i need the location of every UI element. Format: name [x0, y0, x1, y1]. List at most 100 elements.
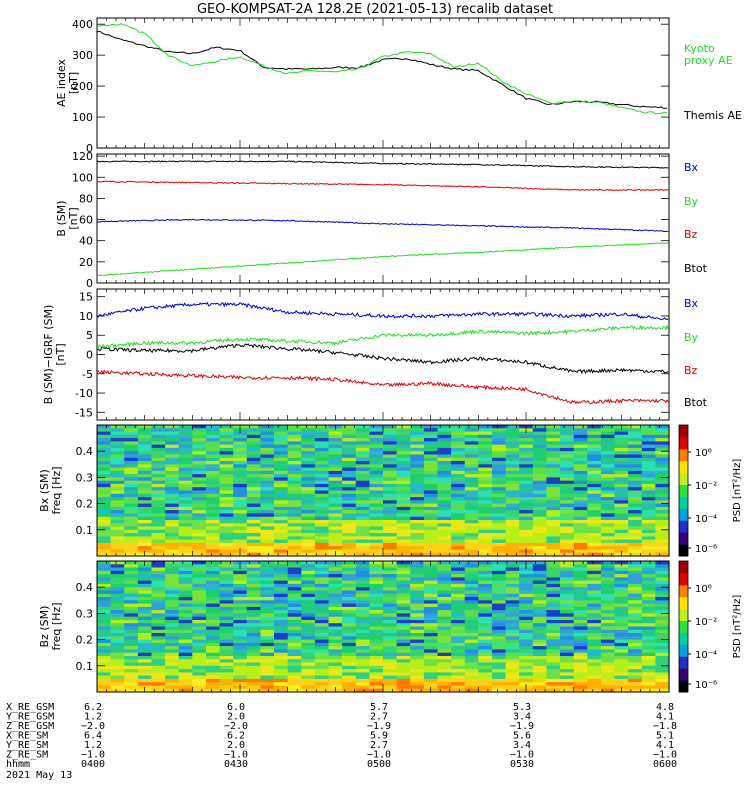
heatmap-cell: [573, 675, 588, 680]
ephemeris-row-label: Y_RE_SM: [6, 740, 48, 751]
heatmap-cell: [396, 685, 411, 690]
colorbar-tick-label: 10⁻⁴: [695, 650, 717, 661]
heatmap-cell: [151, 464, 166, 469]
heatmap-cell: [192, 642, 207, 647]
heatmap-cell: [437, 567, 452, 572]
heatmap-cell: [97, 425, 112, 429]
heatmap-cell: [369, 603, 384, 608]
heatmap-cell: [560, 513, 575, 518]
heatmap-cell: [151, 629, 166, 634]
heatmap-cell: [137, 646, 153, 650]
heatmap-cell: [505, 536, 520, 541]
heatmap-cell: [655, 438, 670, 442]
heatmap-cell: [587, 454, 602, 459]
heatmap-cell: [641, 603, 656, 608]
heatmap-cell: [246, 451, 261, 456]
heatmap-cell: [355, 552, 370, 557]
heatmap-cell: [505, 633, 520, 637]
heatmap-cell: [451, 685, 466, 690]
heatmap-cell: [478, 606, 493, 611]
heatmap-cell: [219, 639, 234, 644]
heatmap-cell: [519, 678, 534, 683]
heatmap-cell: [314, 616, 330, 621]
heatmap-cell: [519, 451, 534, 456]
heatmap-cell: [464, 633, 479, 637]
heatmap-cell: [328, 513, 343, 518]
heatmap-cell: [151, 523, 166, 528]
heatmap-cell: [355, 493, 370, 498]
heatmap-cell: [505, 567, 520, 572]
panel-spec_bx: 0.10.20.30.4Bx (SM) freq [Hz]10⁰10⁻²10⁻⁴1…: [38, 424, 743, 557]
heatmap-cell: [505, 477, 520, 482]
heatmap-cell: [260, 487, 275, 492]
heatmap-cell: [519, 447, 534, 452]
heatmap-cell: [573, 493, 588, 498]
heatmap-cell: [641, 642, 656, 647]
heatmap-cell: [464, 529, 479, 534]
heatmap-cell: [560, 580, 575, 585]
heatmap-cell: [587, 688, 602, 693]
heatmap-cell: [505, 425, 520, 429]
heatmap-cell: [274, 477, 289, 482]
heatmap-cell: [492, 490, 507, 495]
heatmap-cell: [560, 620, 575, 624]
heatmap-cell: [478, 529, 493, 534]
heatmap-cell: [165, 441, 180, 446]
heatmap-cell: [383, 580, 398, 585]
heatmap-cell: [410, 616, 425, 621]
heatmap-cell: [396, 444, 411, 449]
heatmap-cell: [206, 639, 221, 644]
heatmap-cell: [342, 623, 357, 628]
heatmap-cell: [492, 454, 507, 459]
heatmap-cell: [206, 526, 221, 531]
heatmap-cell: [532, 434, 547, 439]
heatmap-cell: [573, 480, 588, 485]
heatmap-cell: [464, 574, 479, 578]
heatmap-cell: [274, 682, 289, 687]
heatmap-cell: [219, 520, 234, 524]
heatmap-cell: [600, 526, 616, 531]
heatmap-cell: [124, 564, 139, 569]
heatmap-cell: [532, 461, 547, 465]
heatmap-cell: [137, 526, 153, 531]
heatmap-cell: [519, 646, 534, 650]
heatmap-cell: [369, 590, 384, 595]
heatmap-cell: [464, 669, 479, 673]
heatmap-cell: [519, 529, 534, 534]
heatmap-cell: [410, 533, 425, 537]
heatmap-cell: [260, 675, 275, 680]
heatmap-cell: [192, 539, 207, 544]
heatmap-cell: [233, 464, 248, 469]
heatmap-cell: [628, 425, 643, 429]
heatmap-cell: [437, 626, 452, 631]
heatmap-cell: [628, 662, 643, 667]
heatmap-cell: [532, 497, 547, 501]
heatmap-cell: [178, 552, 193, 557]
heatmap-cell: [151, 659, 166, 664]
heatmap-cell: [97, 451, 112, 456]
heatmap-cell: [410, 523, 425, 528]
heatmap-cell: [178, 636, 193, 641]
heatmap-cell: [342, 497, 357, 501]
y-axis-label: AE index: [55, 58, 68, 107]
heatmap-cell: [328, 536, 343, 541]
ephemeris-value: 0500: [367, 759, 391, 770]
heatmap-cell: [451, 656, 466, 660]
heatmap-cell: [369, 461, 384, 465]
heatmap-cell: [369, 662, 384, 667]
heatmap-cell: [464, 682, 479, 687]
heatmap-cell: [641, 483, 656, 488]
heatmap-cell: [410, 675, 425, 680]
heatmap-cell: [137, 669, 153, 673]
heatmap-cell: [546, 574, 561, 578]
heatmap-cell: [628, 480, 643, 485]
heatmap-cell: [423, 626, 439, 631]
heatmap-cell: [328, 506, 343, 511]
heatmap-cell: [260, 626, 275, 631]
heatmap-cell: [369, 659, 384, 664]
heatmap-cell: [423, 490, 439, 495]
heatmap-cell: [492, 616, 507, 621]
heatmap-cell: [532, 483, 547, 488]
heatmap-cell: [260, 428, 275, 433]
heatmap-cell: [532, 542, 547, 547]
